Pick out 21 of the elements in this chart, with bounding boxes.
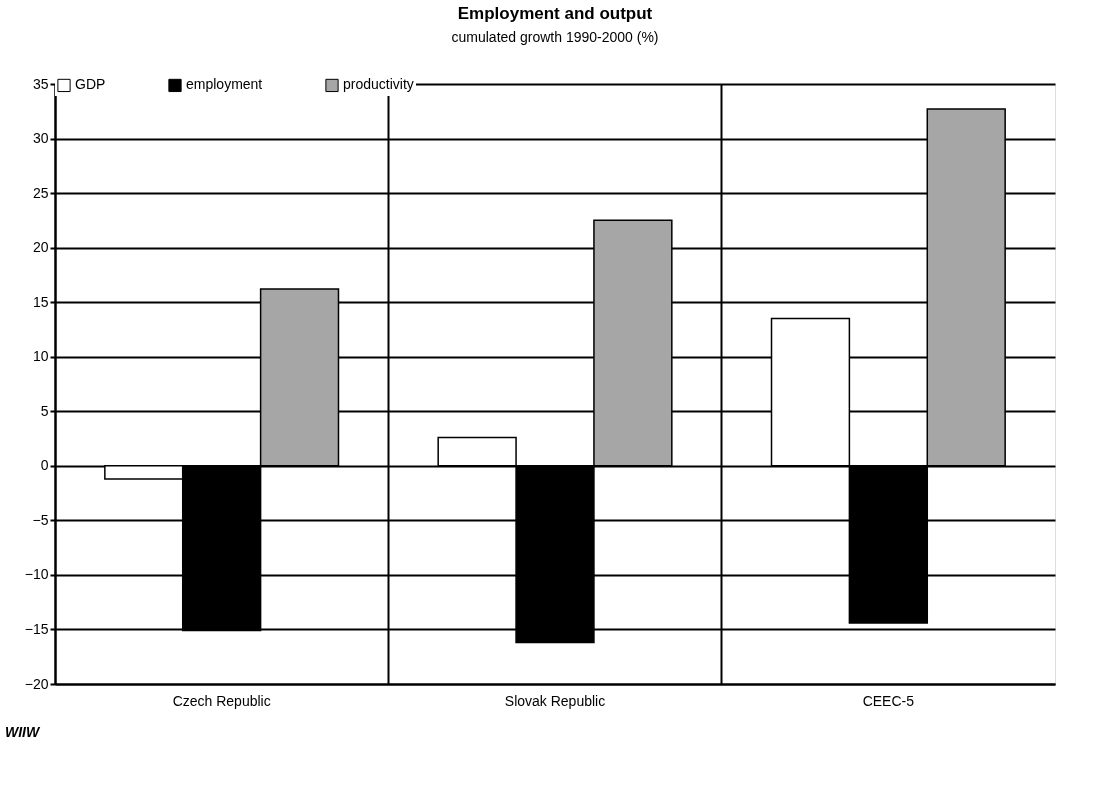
chart-title: Employment and output — [457, 4, 653, 23]
legend-label: employment — [186, 76, 263, 93]
text: WIIW — [5, 724, 41, 740]
y-tick-label: 10 — [32, 348, 49, 365]
x-tick-label: Slovak Republic — [504, 692, 606, 709]
legend-label: GDP — [75, 76, 106, 93]
legend-label: productivity — [343, 76, 414, 93]
y-tick-label: 0 — [40, 457, 49, 474]
y-tick-label: −5 — [32, 511, 49, 528]
y-tick-label: 5 — [40, 402, 49, 419]
y-tick-label: −10 — [24, 566, 49, 583]
chart-subtitle: cumulated growth 1990-2000 (%) — [451, 29, 659, 45]
x-tick-label: CEEC-5 — [862, 692, 915, 709]
y-tick-label: 15 — [32, 293, 49, 310]
y-tick-label: −15 — [24, 620, 49, 637]
y-tick-label: 30 — [32, 130, 49, 147]
y-tick-label: −20 — [24, 675, 49, 692]
y-tick-label: 25 — [32, 184, 49, 201]
y-tick-label: 35 — [32, 75, 49, 92]
y-tick-label: 20 — [32, 239, 49, 256]
x-tick-label: Czech Republic — [172, 692, 271, 709]
